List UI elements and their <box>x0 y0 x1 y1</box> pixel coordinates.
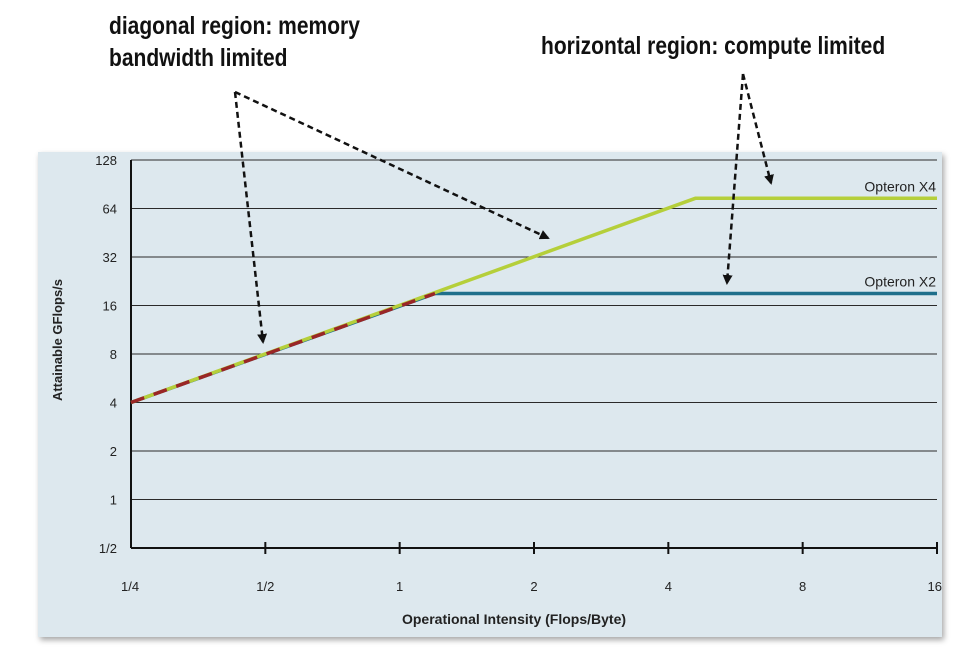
annotation-memory-bound: diagonal region: memory bandwidth limite… <box>109 10 360 74</box>
annotation-arrows <box>233 73 774 344</box>
y-tick-label: 16 <box>103 299 117 314</box>
y-tick-label: 128 <box>95 153 117 168</box>
x-axis-label: Operational Intensity (Flops/Byte) <box>402 611 626 627</box>
arrow-diagonal-to-slope <box>234 90 550 240</box>
y-axis-label: Attainable GFlops/s <box>50 279 65 401</box>
x-tick-label: 4 <box>665 579 672 594</box>
y-tick-label: 32 <box>103 250 117 265</box>
series-label-opteron-x2: Opteron X2 <box>864 273 936 289</box>
series-labels: Opteron X4 Opteron X2 <box>864 178 936 289</box>
series-lines <box>130 196 937 405</box>
y-tick-label: 8 <box>110 347 117 362</box>
series-dash-opteron-x2 <box>130 291 436 405</box>
chart-panel <box>38 152 942 637</box>
series-label-opteron-x4: Opteron X4 <box>864 178 936 194</box>
x-tick-label: 1 <box>396 579 403 594</box>
arrow-horizontal-to-x4 <box>741 73 774 185</box>
arrow-horizontal-to-x2 <box>722 73 745 285</box>
x-tick-label: 8 <box>799 579 806 594</box>
y-tick-label: 2 <box>110 444 117 459</box>
y-tick-label: 1/2 <box>99 541 117 556</box>
x-tick-labels: 1/4 1/2 1 2 4 8 16 <box>121 579 942 594</box>
x-tick-label: 16 <box>928 579 942 594</box>
x-tick-label: 1/2 <box>256 579 274 594</box>
y-tick-labels: 1/2 1 2 4 8 16 32 64 128 <box>95 153 117 556</box>
y-tick-label: 1 <box>110 493 117 508</box>
annotation-diagonal-line1: diagonal region: memory <box>109 12 360 40</box>
axes <box>130 160 938 554</box>
y-tick-label: 4 <box>110 396 117 411</box>
x-tick-label: 1/4 <box>121 579 139 594</box>
y-tick-label: 64 <box>103 202 117 217</box>
annotation-diagonal-line2: bandwidth limited <box>109 44 288 72</box>
annotation-compute-bound: horizontal region: compute limited <box>541 32 886 60</box>
arrow-diagonal-to-dashed <box>233 91 268 344</box>
x-tick-label: 2 <box>530 579 537 594</box>
